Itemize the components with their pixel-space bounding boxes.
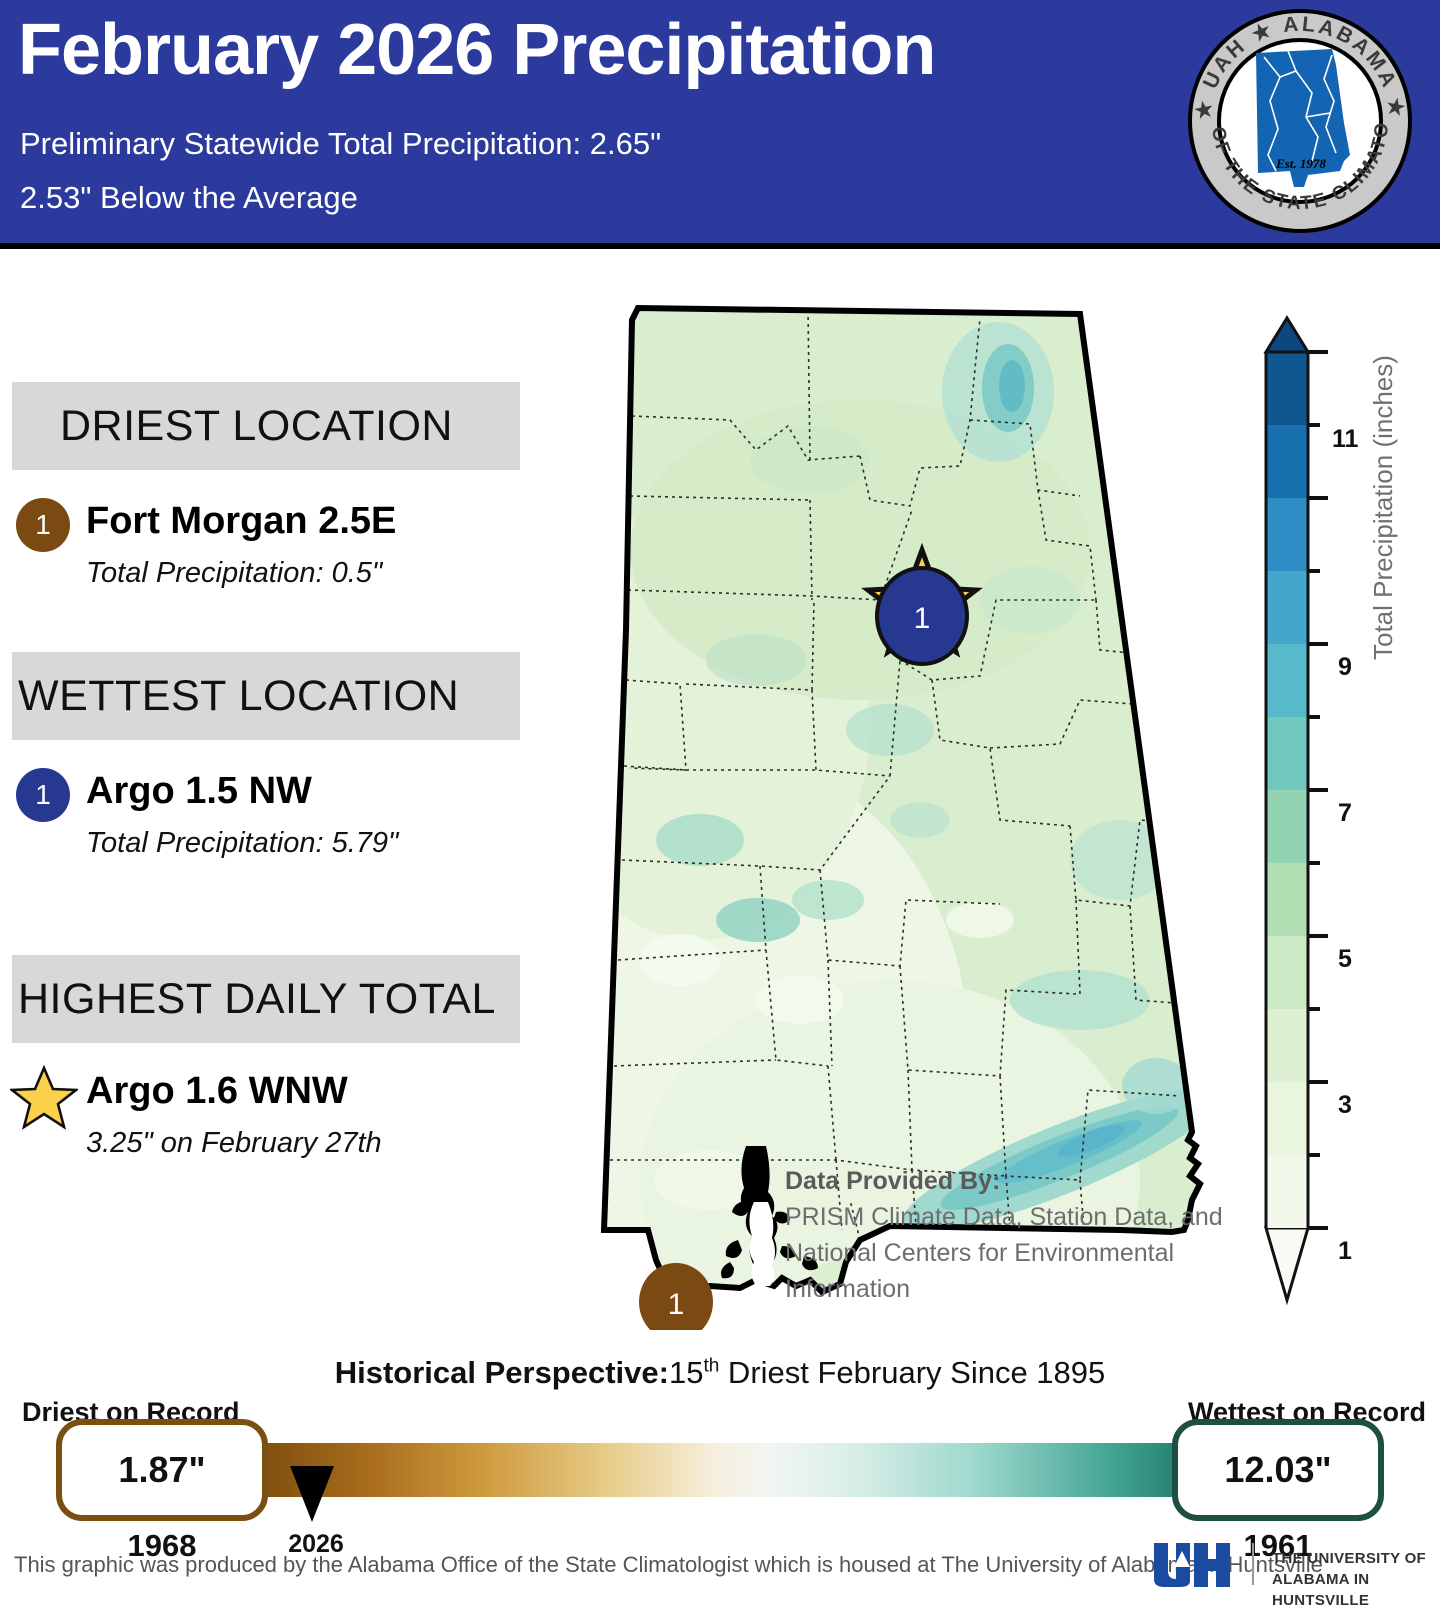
star-icon: [10, 1065, 78, 1130]
wettest-record-year: 1961: [1243, 1528, 1313, 1563]
map-county-boundaries: [610, 309, 1189, 1241]
university-name: THE UNIVERSITY OF ALABAMA IN HUNTSVILLE: [1272, 1548, 1440, 1611]
historical-rank-suffix: th: [703, 1355, 720, 1377]
data-source-line-1: PRISM Climate Data, Station Data, and: [785, 1203, 1223, 1231]
colorbar: [1263, 315, 1328, 1306]
marker-badge-driest-label: 1: [35, 509, 51, 540]
current-year-label: 2026: [288, 1530, 344, 1558]
historical-title-rest: Driest February Since 1895: [719, 1355, 1106, 1390]
map-marker-driest-circle[interactable]: [639, 1263, 713, 1330]
colorbar-tick-label-7: 7: [1338, 799, 1352, 827]
historical-title-bold: Historical Perspective:: [334, 1355, 669, 1390]
wettest-location-name: Argo 1.5 NW: [86, 770, 312, 812]
footer-credit: This graphic was produced by the Alabama…: [14, 1552, 1323, 1577]
highest-daily-detail: 3.25" on February 27th: [86, 1127, 382, 1159]
university-line-1: THE UNIVERSITY OF: [1272, 1550, 1427, 1567]
section-label-driest: DRIEST LOCATION: [60, 402, 453, 450]
university-line-2: ALABAMA IN HUNTSVILLE: [1272, 1571, 1370, 1609]
data-source-heading: Data Provided By:: [785, 1167, 1001, 1195]
uah-logo-icon: [1154, 1543, 1230, 1587]
driest-record-value: 1.87": [56, 1419, 268, 1521]
section-label-wettest: WETTEST LOCATION: [18, 672, 460, 720]
colorbar-tick-label-1: 1: [1338, 1237, 1352, 1265]
colorbar-bands: [1263, 315, 1311, 1306]
section-header-driest: [12, 382, 520, 470]
historical-rank: 15: [668, 1355, 704, 1390]
state-climatologist-seal-icon: ★ UAH ★ ALABAMA ★ OFFICE OF THE STATE CL…: [1184, 5, 1412, 233]
colorbar-axis-title: Total Precipitation (inches): [1368, 355, 1398, 660]
data-source-line-2: National Centers for Environmental: [785, 1239, 1175, 1267]
data-source-line-3: Information: [785, 1275, 911, 1303]
wettest-record-value: 12.03": [1172, 1419, 1384, 1521]
current-year-pointer-icon: [290, 1466, 334, 1522]
data-source-block: Data Provided By: PRISM Climate Data, St…: [785, 1163, 1225, 1307]
driest-location-detail: Total Precipitation: 0.5": [86, 557, 383, 589]
marker-badge-driest: 1: [16, 498, 70, 552]
marker-badge-wettest-label: 1: [35, 779, 51, 810]
driest-record-year: 1968: [127, 1528, 197, 1563]
colorbar-ticks: [1308, 350, 1328, 1230]
map-marker-wettest-label: 1: [914, 602, 931, 635]
colorbar-tick-label-9: 9: [1338, 653, 1352, 681]
section-header-highest-daily: [12, 955, 520, 1043]
colorbar-tick-label-5: 5: [1338, 945, 1352, 973]
colorbar-tick-label-3: 3: [1338, 1091, 1352, 1119]
historical-gradient-bar: [128, 1443, 1318, 1497]
map-marker-wettest-circle[interactable]: [875, 566, 969, 666]
highest-daily-location-name: Argo 1.6 WNW: [86, 1070, 348, 1112]
header-subtitle-total: Preliminary Statewide Total Precipitatio…: [20, 126, 662, 161]
wettest-location-detail: Total Precipitation: 5.79": [86, 827, 399, 859]
marker-badge-wettest: 1: [16, 768, 70, 822]
section-header-wettest: [12, 652, 520, 740]
svg-text:Est. 1978: Est. 1978: [1275, 156, 1326, 171]
header-subtitle-departure: 2.53" Below the Average: [20, 180, 358, 215]
map-marker-driest-label: 1: [668, 1288, 685, 1321]
driest-location-name: Fort Morgan 2.5E: [86, 500, 397, 542]
page-title: February 2026 Precipitation: [18, 10, 936, 90]
footer-divider: [1252, 1543, 1254, 1585]
section-label-highest-daily: HIGHEST DAILY TOTAL: [18, 975, 496, 1023]
precipitation-map[interactable]: 1 1: [560, 300, 1240, 1330]
colorbar-tick-label-11: 11: [1332, 425, 1359, 453]
header-underline: [0, 243, 1440, 249]
map-mobile-bay: [749, 1202, 775, 1286]
historical-perspective-title: Historical Perspective:15th Driest Febru…: [0, 1355, 1440, 1391]
